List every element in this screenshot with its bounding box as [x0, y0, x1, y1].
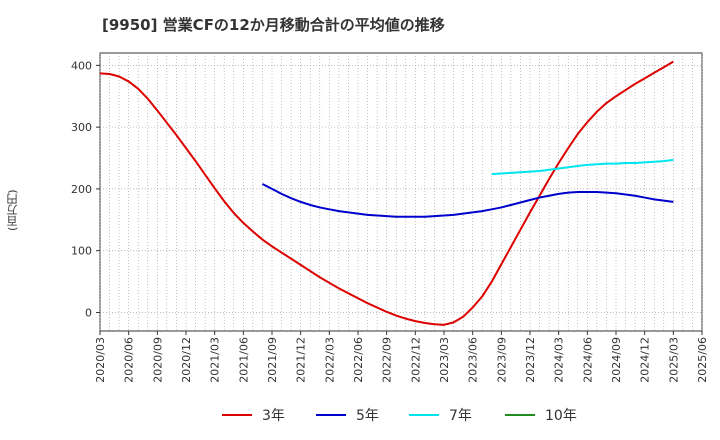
x-tick-label: 2022/03: [323, 337, 336, 383]
y-tick-label: 200: [71, 183, 92, 196]
y-tick-label: 400: [71, 59, 92, 72]
x-tick-label: 2020/06: [123, 337, 136, 383]
series-line-3: [491, 158, 674, 176]
series-line-1: [99, 60, 674, 326]
x-tick-label: 2021/03: [209, 337, 222, 383]
x-tick-label: 2020/03: [94, 337, 107, 383]
x-tick-label: 2023/12: [524, 337, 537, 383]
x-tick-label: 2025/06: [696, 337, 709, 383]
chart-title: [9950] 営業CFの12か月移動合計の平均値の推移: [102, 16, 445, 34]
x-tick-label: 2024/03: [553, 337, 566, 383]
x-tick-label: 2023/06: [467, 337, 480, 383]
legend-label: 7年: [449, 408, 472, 424]
x-tick-label: 2020/12: [180, 337, 193, 383]
x-tick-label: 2023/09: [495, 337, 508, 383]
x-tick-label: 2022/09: [381, 337, 394, 383]
legend-label: 3年: [262, 408, 285, 424]
x-tick-label: 2024/09: [610, 337, 623, 383]
series-line-2: [261, 183, 674, 218]
x-tick-label: 2021/09: [266, 337, 279, 383]
y-tick-label: 0: [85, 306, 92, 319]
x-tick-label: 2021/06: [237, 337, 250, 383]
legend-label: 5年: [356, 408, 379, 424]
legend-label: 10年: [545, 408, 577, 424]
x-tick-label: 2022/06: [352, 337, 365, 383]
x-tick-label: 2024/06: [581, 337, 594, 383]
x-tick-label: 2025/03: [667, 337, 680, 383]
x-tick-label: 2023/03: [438, 337, 451, 383]
x-tick-label: 2020/09: [151, 337, 164, 383]
x-tick-label: 2021/12: [295, 337, 308, 383]
x-tick-label: 2022/12: [409, 337, 422, 383]
y-tick-label: 100: [71, 245, 92, 258]
x-tick-label: 2024/12: [639, 337, 652, 383]
y-tick-label: 300: [71, 121, 92, 134]
